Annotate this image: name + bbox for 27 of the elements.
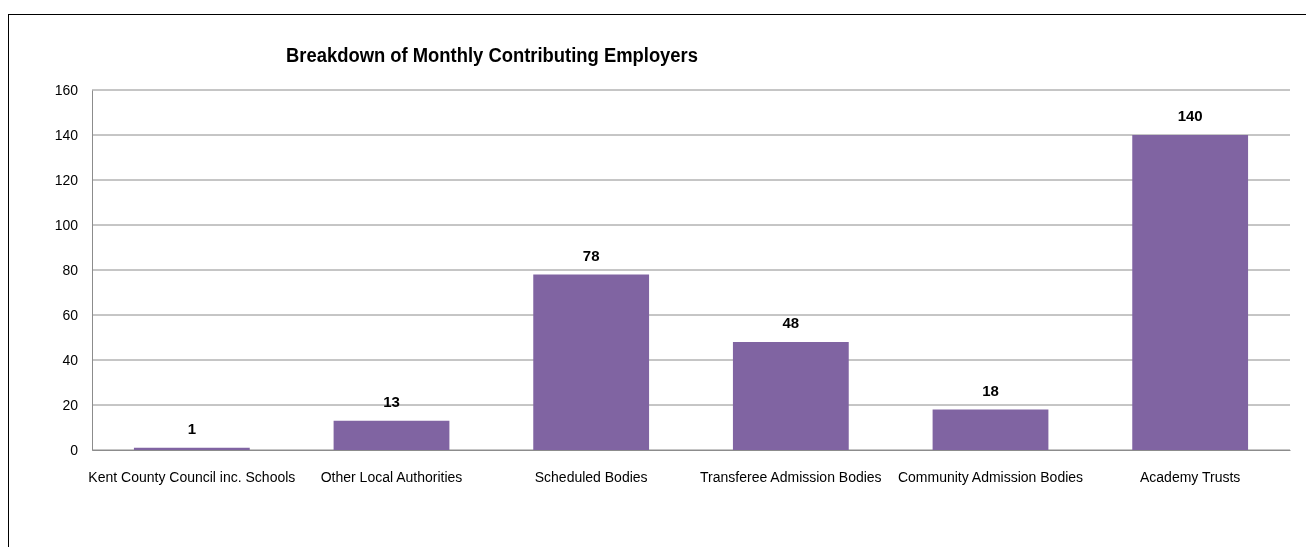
bar	[932, 409, 1049, 450]
y-tick-label: 40	[62, 351, 79, 368]
y-tick-label: 100	[54, 216, 79, 233]
y-tick-label: 120	[54, 171, 79, 188]
chart-title: Breakdown of Monthly Contributing Employers	[286, 44, 734, 66]
y-tick-label: 60	[62, 306, 79, 323]
bar	[333, 420, 450, 450]
x-tick-label: Community Admission Bodies	[897, 468, 1084, 485]
data-label: 78	[582, 246, 600, 264]
data-label: 13	[383, 392, 400, 410]
x-tick-label: Academy Trusts	[1139, 468, 1241, 485]
x-tick-label: Scheduled Bodies	[534, 468, 648, 485]
bar	[533, 274, 650, 450]
y-tick-label: 80	[62, 261, 79, 278]
data-label: 140	[1177, 107, 1203, 124]
x-tick-label: Transferee Admission Bodies	[700, 468, 882, 485]
bar	[732, 342, 849, 450]
y-tick-label: 140	[54, 126, 79, 143]
data-label: 1	[187, 419, 197, 437]
y-tick-label: 160	[54, 81, 79, 98]
data-label: 48	[782, 314, 800, 331]
bar	[1132, 135, 1249, 450]
y-tick-label: 20	[62, 396, 79, 413]
x-tick-label: Other Local Authorities	[320, 468, 463, 485]
data-label: 18	[982, 381, 999, 399]
x-tick-label: Kent County Council inc. Schools	[88, 468, 296, 485]
y-tick-label: 0	[70, 441, 79, 458]
